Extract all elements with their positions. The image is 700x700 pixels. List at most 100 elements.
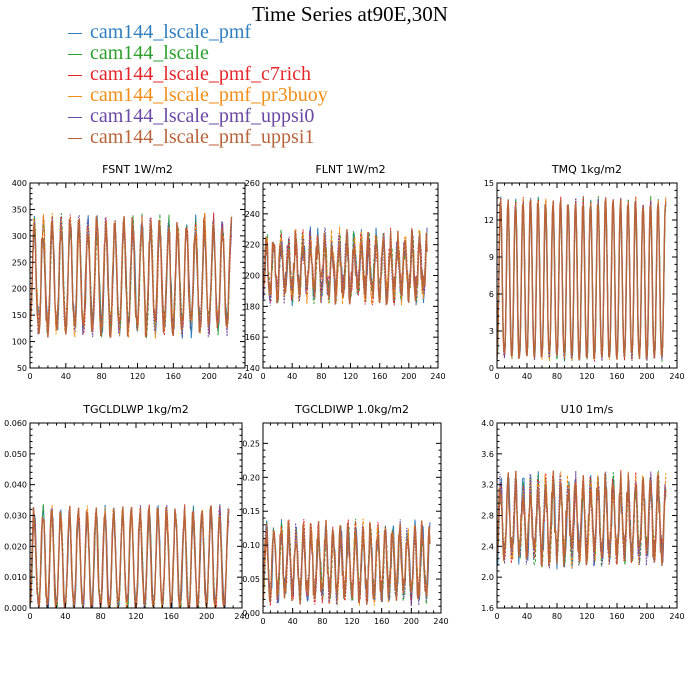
plot-frame: [262, 182, 439, 369]
y-tick-label: 9: [489, 253, 494, 262]
legend-label: cam144_lscale_pmf_uppsi0: [90, 105, 315, 127]
x-tick-label: 240: [430, 372, 445, 381]
legend-label: cam144_lscale_pmf_uppsi1: [90, 126, 315, 148]
x-tick-label: 120: [579, 612, 594, 621]
legend-entry: cam144_lscale_pmf_uppsi0: [68, 106, 328, 127]
y-tick-label: 0.25: [242, 439, 260, 448]
x-tick-label: 200: [639, 612, 654, 621]
x-tick-label: 160: [374, 617, 389, 626]
x-tick-label: 240: [669, 612, 684, 621]
panel-title: TGCLDIWP 1.0kg/m2: [294, 403, 409, 416]
y-tick-label: 0.05: [242, 575, 260, 584]
x-tick-label: 200: [639, 372, 654, 381]
series-line: [30, 505, 230, 608]
series-line: [30, 216, 233, 338]
y-tick-label: 3: [489, 327, 494, 336]
x-tick-label: 200: [401, 372, 416, 381]
y-tick-label: 12: [484, 216, 494, 225]
figure-title: Time Series at90E,30N: [252, 2, 448, 26]
panel-title: FLNT 1W/m2: [315, 163, 385, 176]
series-line: [497, 470, 667, 567]
y-tick-label: 0.030: [4, 512, 27, 521]
y-tick-label: 3.2: [481, 481, 494, 490]
panel-title: TMQ 1kg/m2: [551, 163, 622, 176]
chart-panel: U10 1m/s 0 40 80 120 160 200 240 1.6 2.0 2.4 2.8 3.2…: [481, 403, 684, 621]
x-tick-label: 80: [552, 612, 562, 621]
legend-label: cam144_lscale: [90, 42, 209, 64]
legend-swatch: [68, 53, 82, 55]
y-tick-label: 4.0: [481, 419, 494, 428]
legend-swatch: [68, 74, 82, 76]
y-tick-label: 0.060: [4, 419, 27, 428]
y-tick-label: 0.000: [4, 604, 27, 613]
series-group: [263, 518, 431, 606]
series-group: [497, 195, 667, 362]
x-tick-label: 0: [260, 617, 265, 626]
x-tick-label: 40: [522, 612, 532, 621]
x-tick-label: 80: [317, 617, 327, 626]
panel-title: U10 1m/s: [561, 403, 614, 416]
x-tick-label: 120: [579, 372, 594, 381]
x-tick-label: 0: [27, 612, 32, 621]
x-tick-label: 200: [199, 612, 214, 621]
legend-entry: cam144_lscale_pmf_c7rich: [68, 64, 328, 85]
x-tick-label: 160: [166, 372, 181, 381]
chart-panel: FLNT 1W/m2 0 40 80 120 160 200 240 140 160 180 200 2…: [245, 163, 446, 381]
legend-label: cam144_lscale_pmf_c7rich: [90, 63, 312, 85]
y-tick-label: 220: [245, 241, 260, 250]
legend-entry: cam144_lscale_pmf: [68, 22, 328, 43]
plot-frame: [496, 422, 678, 609]
y-tick-label: 0: [489, 364, 494, 373]
y-tick-label: 260: [245, 179, 260, 188]
x-tick-label: 0: [260, 372, 265, 381]
y-tick-label: 0.00: [242, 609, 260, 618]
y-tick-label: 0.10: [242, 541, 260, 550]
y-tick-label: 140: [245, 364, 260, 373]
panel-title: FSNT 1W/m2: [102, 163, 173, 176]
x-tick-label: 200: [404, 617, 419, 626]
x-tick-label: 40: [60, 612, 70, 621]
x-tick-label: 0: [494, 612, 499, 621]
x-tick-label: 80: [96, 612, 106, 621]
y-tick-label: 0.20: [242, 473, 260, 482]
series-line: [497, 198, 667, 361]
y-tick-label: 15: [484, 179, 494, 188]
legend-entry: cam144_lscale: [68, 43, 328, 64]
x-tick-label: 160: [609, 612, 624, 621]
y-tick-label: 3.6: [481, 450, 494, 459]
x-tick-label: 80: [316, 372, 326, 381]
y-tick-label: 100: [12, 338, 27, 347]
panel-title: TGCLDLWP 1kg/m2: [82, 403, 188, 416]
series-line: [263, 519, 431, 606]
legend-label: cam144_lscale_pmf: [90, 21, 252, 43]
x-tick-label: 240: [669, 372, 684, 381]
series-group: [30, 503, 230, 608]
x-tick-label: 0: [494, 372, 499, 381]
legend-entry: cam144_lscale_pmf_uppsi1: [68, 127, 328, 148]
legend-swatch: [68, 95, 82, 97]
y-tick-label: 0.050: [4, 450, 27, 459]
legend-swatch: [68, 116, 82, 118]
legend-swatch: [68, 32, 82, 34]
x-tick-label: 120: [343, 372, 358, 381]
x-tick-label: 240: [234, 612, 249, 621]
legend-entry: cam144_lscale_pmf_pr3buoy: [68, 85, 328, 106]
series-line: [263, 228, 428, 306]
y-tick-label: 400: [12, 179, 27, 188]
x-tick-label: 80: [97, 372, 107, 381]
chart-panel: TGCLDIWP 1.0kg/m2 0 40 80 120 160 200 240 0.00 0.…: [242, 403, 448, 626]
x-tick-label: 120: [130, 372, 145, 381]
chart-panel: TGCLDLWP 1kg/m2 0 40 80 120 160 200 240 0.000 0.0…: [4, 403, 250, 621]
y-tick-label: 350: [12, 205, 27, 214]
y-tick-label: 2.4: [481, 542, 494, 551]
y-tick-label: 0.040: [4, 481, 27, 490]
x-tick-label: 40: [522, 372, 532, 381]
x-tick-label: 160: [164, 612, 179, 621]
x-tick-label: 160: [609, 372, 624, 381]
x-tick-label: 240: [433, 617, 448, 626]
x-tick-label: 240: [237, 372, 252, 381]
y-tick-label: 6: [489, 290, 494, 299]
y-tick-label: 200: [245, 272, 260, 281]
y-tick-label: 50: [17, 364, 27, 373]
